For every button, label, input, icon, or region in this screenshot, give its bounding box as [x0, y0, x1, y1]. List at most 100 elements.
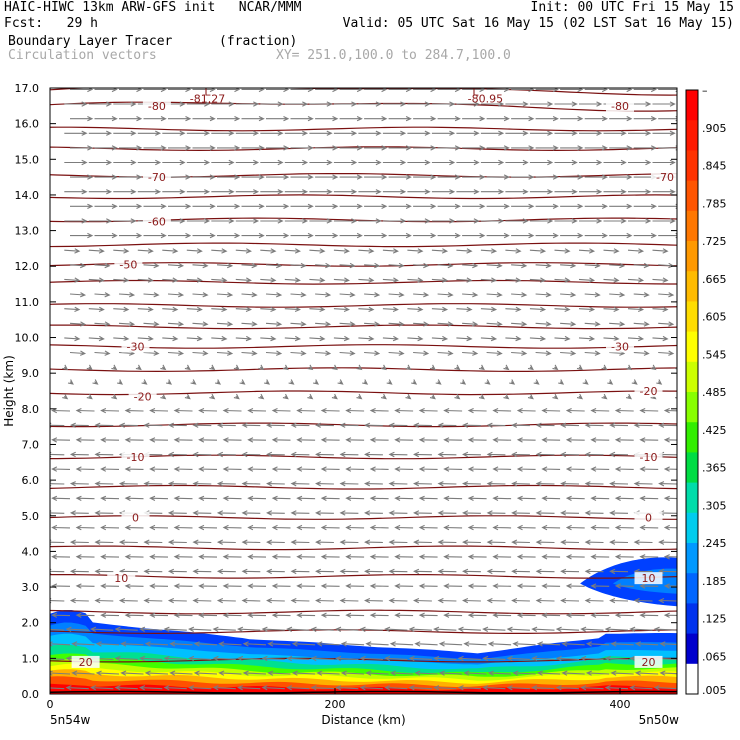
circulation-vector-236: [100, 554, 120, 560]
circulation-vector-862: [168, 203, 192, 209]
circulation-vector-847: [431, 218, 456, 224]
circulation-vector-725: [633, 292, 650, 298]
extremum-annotation-0: L: [204, 86, 211, 99]
y-tick-label-11: 11.0: [15, 296, 40, 309]
circulation-vector-916: [217, 174, 241, 180]
colorbar-swatch-9: [686, 361, 698, 393]
circulation-vector-14: [384, 685, 408, 691]
circulation-vector-606: [265, 350, 283, 356]
circulation-vector-119: [408, 626, 432, 632]
circulation-vector-808: [119, 232, 143, 239]
circulation-vector-719: [486, 292, 503, 298]
contour-label-layer: -80 -80 -70 -70 -60 -50 -30 -30 -20 -20 -10 -10 0 0 10…: [71, 86, 679, 669]
circulation-vector-843: [333, 218, 358, 224]
circulation-vector-666: [462, 321, 479, 327]
circulation-vector-416: [50, 451, 65, 458]
circulation-vector-455: [369, 437, 389, 443]
circulation-vector-1002: [407, 130, 431, 136]
circulation-vector-796: [456, 248, 473, 254]
circulation-vector-530: [307, 393, 314, 400]
circulation-vector-95: [463, 641, 487, 647]
circulation-vector-1083: [486, 88, 510, 93]
circulation-vector-379: [413, 481, 432, 487]
circulation-vector-866: [266, 203, 290, 209]
circulation-vector-447: [173, 437, 193, 443]
circulation-vector-303: [467, 524, 487, 531]
circulation-vector-249: [418, 554, 438, 560]
circulation-vector-64: [335, 655, 359, 662]
circulation-vector-1084: [511, 88, 535, 93]
circulation-vector-186: [149, 583, 169, 589]
circulation-vector-405: [418, 466, 438, 472]
circulation-vector-224: [437, 568, 457, 575]
circulation-vector-495: [75, 407, 95, 414]
circulation-vector-229: [560, 568, 580, 575]
circulation-vector-890: [211, 189, 235, 195]
contour-label-bg-7-1: [634, 511, 663, 524]
circulation-vector-330: [486, 510, 506, 516]
circulation-vector-642: [505, 335, 522, 342]
circulation-vector-163: [216, 597, 236, 604]
circulation-vector-56: [139, 655, 163, 662]
circulation-vector-927: [486, 174, 510, 180]
circulation-vector-176: [535, 597, 555, 604]
contour-label-8-0: 10: [114, 572, 128, 585]
circulation-vector-177: [560, 597, 580, 604]
circulation-vector-155: [663, 612, 677, 618]
circulation-vector-222: [388, 568, 408, 575]
circulation-vector-1054: [407, 101, 431, 107]
circulation-vector-616: [511, 350, 528, 356]
contour-label-0-1: -80: [611, 100, 629, 113]
circulation-vector-469: [69, 422, 89, 428]
circulation-vector-863: [192, 203, 216, 209]
circulation-vector-957: [579, 159, 603, 166]
circulation-vector-172: [437, 597, 457, 604]
circulation-vector-545: [674, 396, 677, 399]
circulation-vector-768: [413, 262, 430, 269]
circulation-vector-1057: [480, 101, 505, 107]
circulation-vector-73: [555, 655, 580, 662]
circulation-vector-92: [389, 641, 414, 647]
circulation-vector-221: [364, 568, 383, 575]
colorbar-swatch-13: [686, 482, 698, 514]
circulation-vector-966: [168, 145, 192, 151]
circulation-vector-1053: [382, 101, 407, 107]
circulation-vector-layer: [50, 88, 677, 691]
circulation-vector-631: [235, 335, 252, 342]
circulation-vector-828: [609, 232, 633, 239]
circulation-vector-424: [241, 451, 261, 458]
circulation-vector-914: [168, 174, 192, 180]
circulation-vector-139: [271, 612, 291, 618]
y-tick-label-7: 7.0: [22, 438, 40, 451]
circulation-vector-415: [663, 466, 677, 472]
circulation-vector-964: [119, 145, 143, 151]
circulation-vector-904: [554, 189, 578, 195]
circulation-vector-1025: [339, 116, 363, 122]
circulation-vector-334: [584, 510, 604, 516]
circulation-vector-1087: [584, 88, 608, 93]
circulation-vector-474: [192, 422, 212, 428]
circulation-vector-237: [124, 554, 144, 560]
circulation-vector-462: [541, 437, 561, 443]
circulation-vector-304: [492, 524, 512, 531]
circulation-vector-481: [364, 422, 383, 428]
circulation-vector-276: [437, 539, 457, 545]
circulation-vector-161: [167, 597, 187, 604]
colorbar-label-1: .905: [702, 122, 727, 135]
circulation-vector-520: [62, 393, 69, 400]
circulation-vector-137: [222, 612, 242, 618]
circulation-vector-923: [388, 174, 412, 180]
circulation-vector-721: [535, 292, 552, 298]
circulation-vector-815: [290, 232, 314, 239]
circulation-vector-252: [492, 554, 512, 560]
circulation-vector-509: [418, 407, 438, 414]
circulation-vector-110: [188, 626, 212, 632]
circulation-vector-1018: [168, 116, 192, 122]
circulation-vector-25: [653, 685, 677, 691]
circulation-vector-625: [88, 335, 105, 342]
circulation-vector-1051: [333, 101, 358, 107]
circulation-vector-109: [163, 626, 187, 632]
circulation-vector-132: [100, 612, 120, 618]
circulation-vector-515: [565, 407, 585, 414]
circulation-vector-88: [291, 641, 316, 647]
